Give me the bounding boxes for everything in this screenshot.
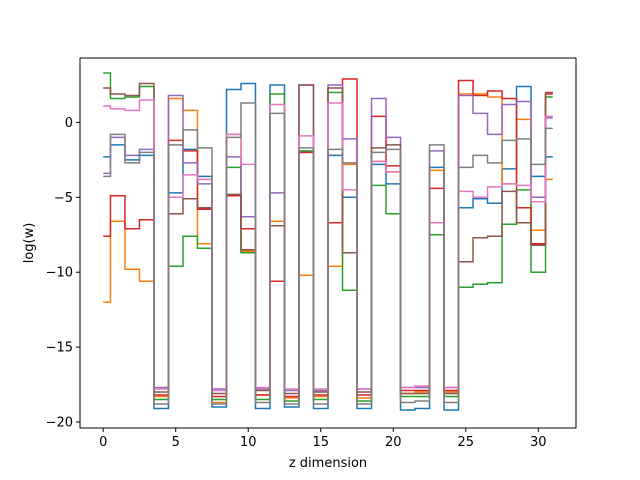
series-layer xyxy=(103,72,553,411)
x-axis-label: z dimension xyxy=(289,456,367,471)
y-tick-label: 0 xyxy=(65,116,73,131)
y-tick-label: −5 xyxy=(54,191,73,206)
plot-frame xyxy=(79,57,577,429)
x-tick-label: 20 xyxy=(385,435,402,450)
x-tick-label: 0 xyxy=(99,435,107,450)
x-axis-ticks: 0 5 10 15 20 25 30 xyxy=(99,428,547,450)
x-tick-label: 5 xyxy=(172,435,180,450)
y-axis-label: log(w) xyxy=(22,223,37,264)
y-axis-ticks: 0 −5 −10 −15 −20 xyxy=(46,116,80,431)
y-tick-label: −15 xyxy=(46,341,73,356)
x-tick-label: 10 xyxy=(240,435,257,450)
x-tick-label: 15 xyxy=(312,435,329,450)
y-tick-label: −20 xyxy=(46,416,73,431)
x-tick-label: 30 xyxy=(530,435,547,450)
x-tick-label: 25 xyxy=(458,435,475,450)
y-tick-label: −10 xyxy=(46,266,73,281)
series-line-8 xyxy=(103,102,553,405)
